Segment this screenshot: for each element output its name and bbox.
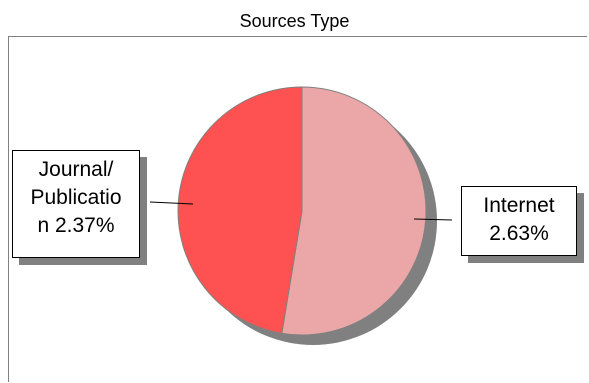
plot-area-frame (8, 36, 587, 382)
data-label-journal-line2: Publicatio (30, 186, 122, 209)
leader-line-journal (149, 201, 194, 205)
data-label-journal: Journal/ Publicatio n 2.37% (12, 150, 140, 258)
chart-title: Sources Type (239, 11, 350, 31)
data-label-internet: Internet 2.63% (461, 186, 577, 256)
data-label-internet-line1: Internet (483, 194, 555, 217)
pie-slice-internet (281, 86, 427, 336)
leader-line-internet (413, 218, 453, 221)
data-label-journal-line1: Journal/ (38, 158, 114, 181)
data-label-internet-line2: 2.63% (489, 222, 549, 245)
data-label-journal-line3: n 2.37% (37, 214, 115, 237)
pie-slice-journal (177, 86, 303, 334)
